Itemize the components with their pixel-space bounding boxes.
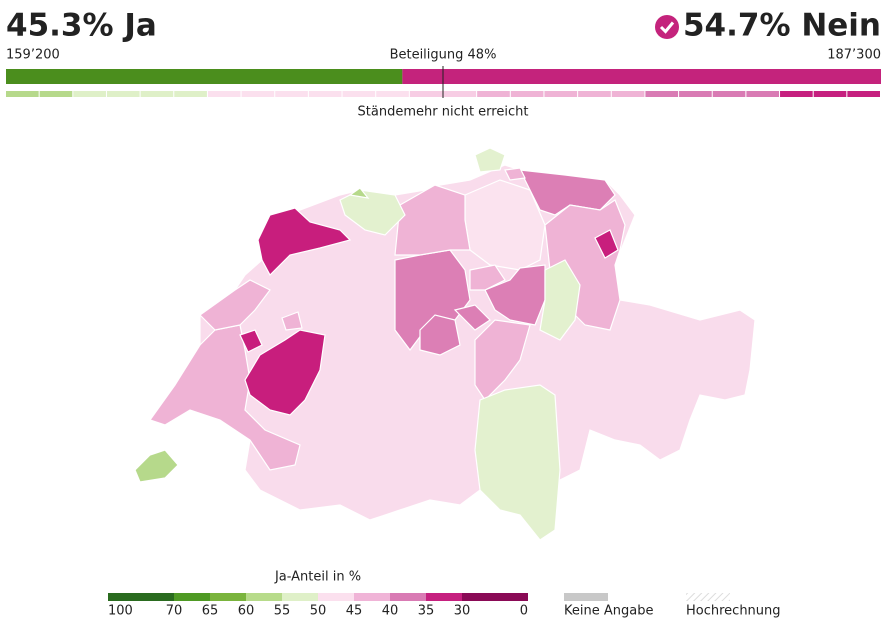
- legend-swatch: [462, 593, 528, 601]
- legend-swatch: [174, 593, 210, 601]
- canton-segment: [207, 91, 241, 97]
- legend-swatch: [246, 593, 282, 601]
- legend-tick-label: 40: [382, 604, 399, 619]
- legend-swatch: [318, 593, 354, 601]
- canton-segment: [544, 91, 578, 97]
- canton-segment: [174, 91, 207, 97]
- legend-tick-label: 65: [202, 604, 219, 619]
- canton: [419, 314, 461, 356]
- no-result: 54.7% Nein: [683, 8, 881, 44]
- canton-segment: [275, 91, 308, 97]
- legend-tick-label: 45: [346, 604, 363, 619]
- canton-segment: [140, 91, 174, 97]
- canton-segment: [780, 91, 813, 97]
- legend-swatch: [210, 593, 246, 601]
- yes-result: 45.3% Ja: [6, 8, 157, 44]
- turnout: Beteiligung 48%: [390, 48, 497, 63]
- canton: [281, 311, 303, 331]
- canton-segment: [578, 91, 611, 97]
- legend-tick-label: 30: [454, 604, 471, 619]
- canton-segment: [847, 91, 880, 97]
- legend-tick-label: 60: [238, 604, 255, 619]
- canton-segment: [712, 91, 746, 97]
- legend: 100 70 65 60 55 50 45 40 35 30 0: [108, 593, 528, 619]
- legend-tick-label: 50: [310, 604, 327, 619]
- cantons-strip: [6, 91, 880, 97]
- canton: [134, 449, 179, 483]
- canton: [257, 207, 352, 276]
- legend-swatch: [354, 593, 390, 601]
- map: [134, 147, 756, 541]
- no-data-swatch: [564, 593, 608, 601]
- canton: [474, 147, 506, 173]
- canton-segment: [645, 91, 679, 97]
- accepted-icon: [655, 15, 679, 39]
- yes-votes: 159’200: [6, 48, 60, 63]
- canton: [539, 259, 581, 341]
- canton-segment: [477, 91, 510, 97]
- legend-swatch: [108, 593, 174, 601]
- canton-segment: [308, 91, 342, 97]
- canton: [239, 329, 263, 353]
- canton-segment: [39, 91, 73, 97]
- legend-tick-label: 70: [166, 604, 183, 619]
- canton: [594, 229, 619, 259]
- states-result: Ständemehr nicht erreicht: [358, 105, 529, 120]
- canton: [474, 384, 561, 541]
- legend-title: Ja-Anteil in %: [274, 570, 361, 585]
- legend-swatch: [390, 593, 426, 601]
- legend-swatch: [282, 593, 318, 601]
- legend-tick-label: 100: [108, 604, 133, 619]
- canton: [474, 319, 531, 401]
- canton-segment: [6, 91, 39, 97]
- canton-segment: [241, 91, 275, 97]
- canton-segment: [376, 91, 409, 97]
- projection-swatch: [686, 593, 730, 601]
- canton-segment: [443, 91, 477, 97]
- projection-label: Hochrechnung: [686, 604, 781, 619]
- no-data-label: Keine Angabe: [564, 604, 653, 619]
- no-bar: [402, 69, 881, 84]
- no-votes: 187’300: [827, 48, 881, 63]
- canton-segment: [342, 91, 376, 97]
- canton: [199, 279, 271, 331]
- result-bar: [6, 69, 881, 84]
- canton-segment: [813, 91, 847, 97]
- legend-tick-label: 55: [274, 604, 291, 619]
- canton: [469, 264, 506, 291]
- canton: [453, 304, 491, 331]
- yes-bar: [6, 69, 403, 84]
- legend-tick-label: 35: [418, 604, 435, 619]
- canton-segment: [106, 91, 140, 97]
- canton: [149, 324, 301, 471]
- canton-segment: [679, 91, 712, 97]
- canton: [244, 329, 326, 416]
- canton: [504, 167, 526, 181]
- canton-segment: [510, 91, 544, 97]
- canton: [394, 184, 471, 256]
- canton: [348, 187, 370, 199]
- canton-segment: [409, 91, 443, 97]
- legend-tick-label: 0: [520, 604, 528, 619]
- canton-segment: [746, 91, 780, 97]
- canton-segment: [73, 91, 106, 97]
- legend-swatch: [426, 593, 462, 601]
- canton-segment: [611, 91, 645, 97]
- canton: [339, 189, 406, 236]
